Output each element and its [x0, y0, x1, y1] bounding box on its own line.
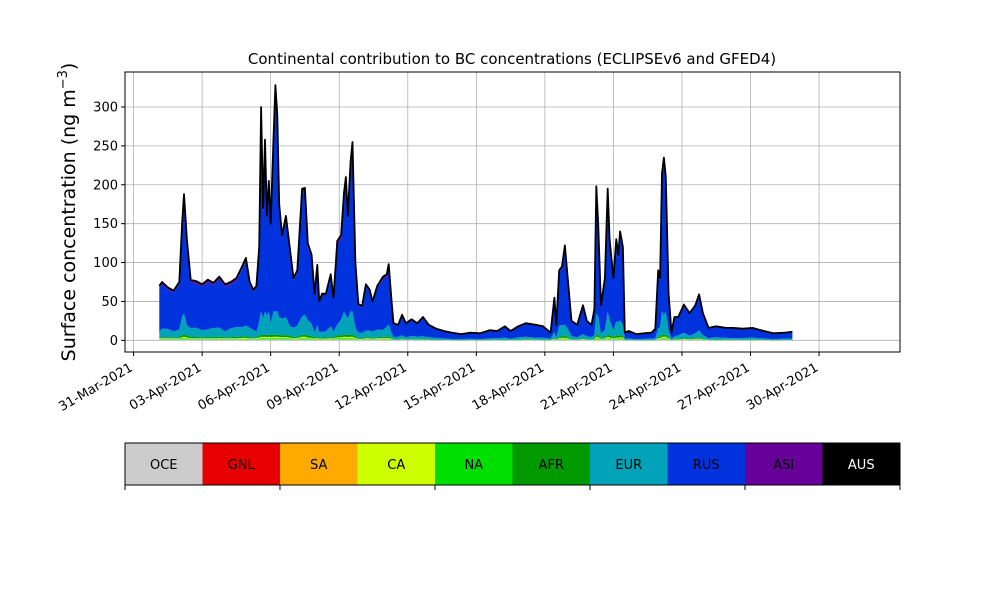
y-tick-label: 150 — [93, 217, 118, 232]
legend-label-aus: AUS — [848, 458, 875, 473]
y-tick-label: 50 — [101, 295, 118, 310]
plot-frame — [124, 71, 901, 353]
x-tick-label: 12-Apr-2021 — [333, 360, 410, 413]
legend-label-ca: CA — [387, 458, 405, 473]
x-tick-label: 24-Apr-2021 — [607, 360, 684, 413]
legend-label-oce: OCE — [150, 458, 178, 473]
y-tick-label: 200 — [93, 178, 118, 193]
y-axis-label-sup: −3 — [56, 70, 71, 89]
legend-label-na: NA — [464, 458, 483, 473]
area-aus-line — [158, 84, 793, 335]
stacked-areas — [158, 84, 793, 341]
legend-swatch-na — [435, 443, 513, 485]
legend-swatch-ca — [357, 443, 435, 485]
y-tick-label: 300 — [93, 101, 118, 116]
grid-lines — [125, 72, 900, 352]
legend-swatch-asi — [745, 443, 823, 485]
legend-label-afr: AFR — [539, 458, 564, 473]
legend-label-rus: RUS — [693, 458, 720, 473]
x-tick-label: 21-Apr-2021 — [538, 360, 615, 413]
y-axis-label-main: Surface concentration (ng m — [58, 89, 80, 361]
legend-swatch-eur — [590, 443, 668, 485]
legend-swatch-oce — [125, 443, 203, 485]
area-na — [159, 338, 793, 341]
y-axis-label-close: ) — [58, 63, 80, 70]
x-tick-label: 27-Apr-2021 — [675, 360, 752, 413]
x-tick-label: 06-Apr-2021 — [196, 360, 273, 413]
region-legend: OCE GNL SA CA NA AFR EUR RUS ASI AUS — [124, 442, 901, 490]
legend-swatch-gnl — [202, 443, 280, 485]
area-oce — [159, 339, 793, 341]
y-tick-label: 100 — [93, 256, 118, 271]
x-tick-label: 03-Apr-2021 — [127, 360, 204, 413]
x-tick-label: 15-Apr-2021 — [401, 360, 478, 413]
x-tick-label: 09-Apr-2021 — [264, 360, 341, 413]
x-tick-label: 18-Apr-2021 — [470, 360, 547, 413]
legend-swatch-afr — [512, 443, 590, 485]
legend-label-eur: EUR — [615, 458, 642, 473]
area-eur — [159, 311, 793, 340]
x-tick-label: 31-Mar-2021 — [56, 360, 135, 414]
x-axis-ticks: 31-Mar-202103-Apr-202106-Apr-202109-Apr-… — [56, 352, 821, 415]
legend-frame — [124, 442, 901, 486]
legend-swatch-rus — [667, 443, 745, 485]
legend-label-gnl: GNL — [228, 458, 256, 473]
x-tick-label: 30-Apr-2021 — [744, 360, 821, 413]
chart-title: Continental contribution to BC concentra… — [248, 50, 776, 68]
legend-label-asi: ASI — [773, 458, 794, 473]
y-axis-label: Surface concentration (ng m−3) — [56, 63, 80, 362]
legend-swatch-sa — [280, 443, 358, 485]
legend-swatch-aus — [822, 443, 900, 485]
y-axis-ticks: 0 50 100 150 200 250 300 — [93, 101, 125, 349]
y-tick-label: 0 — [110, 334, 118, 349]
legend-label-sa: SA — [310, 458, 327, 473]
y-tick-label: 250 — [93, 139, 118, 154]
